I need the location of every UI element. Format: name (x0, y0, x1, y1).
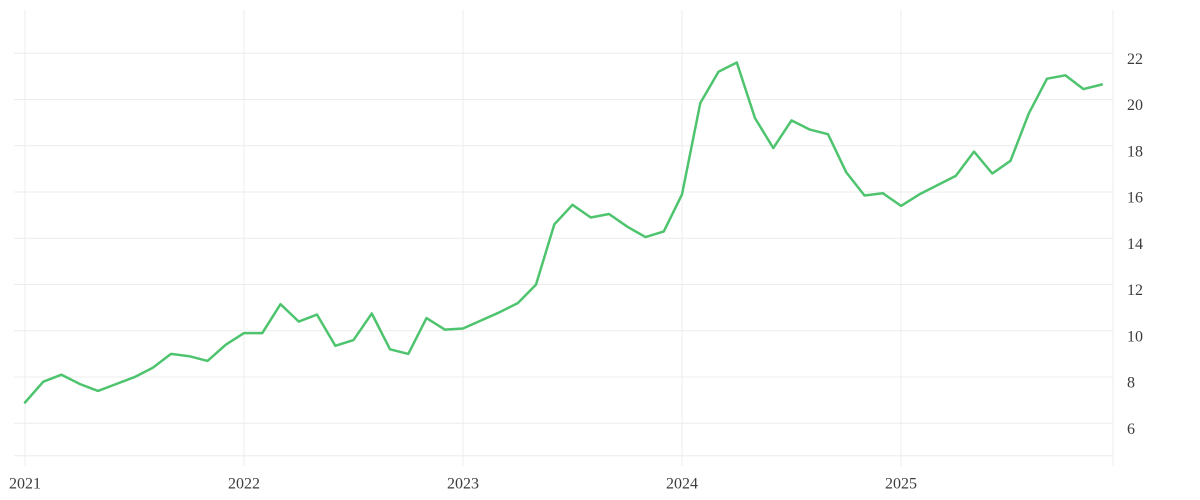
y-axis-tick-label: 14 (1127, 236, 1143, 253)
y-axis-tick-label: 20 (1127, 97, 1143, 114)
x-axis-tick-label: 2025 (885, 476, 917, 493)
y-axis-tick-label: 10 (1127, 328, 1143, 345)
y-axis-tick-label: 22 (1127, 51, 1143, 68)
y-axis-tick-label: 18 (1127, 143, 1143, 160)
x-axis-tick-label: 2021 (9, 476, 41, 493)
x-axis-tick-label: 2023 (447, 476, 479, 493)
y-axis-tick-label: 6 (1127, 421, 1135, 438)
x-axis-tick-label: 2022 (228, 476, 260, 493)
x-axis-tick-label: 2024 (666, 476, 698, 493)
price-line-series (23, 61, 1104, 404)
y-axis-tick-label: 16 (1127, 190, 1143, 207)
y-axis-tick-label: 8 (1127, 375, 1135, 392)
y-axis-tick-label: 12 (1127, 282, 1143, 299)
